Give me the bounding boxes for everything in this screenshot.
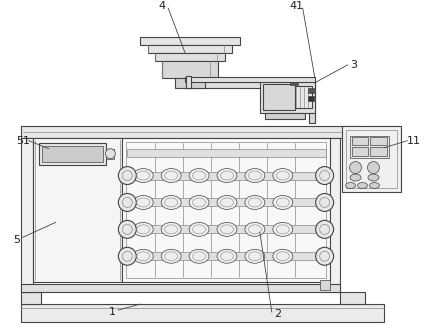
- Bar: [21, 292, 41, 304]
- Text: 3: 3: [350, 60, 357, 70]
- Bar: [185, 82, 315, 88]
- Bar: [140, 37, 240, 45]
- Text: 5: 5: [13, 235, 20, 245]
- Bar: [342, 126, 401, 193]
- Bar: [308, 88, 314, 93]
- Bar: [320, 280, 330, 290]
- Ellipse shape: [133, 249, 153, 263]
- Ellipse shape: [133, 196, 153, 209]
- Ellipse shape: [217, 222, 237, 236]
- Circle shape: [118, 220, 136, 238]
- Circle shape: [316, 220, 334, 238]
- Bar: [328, 138, 340, 292]
- Ellipse shape: [273, 249, 293, 263]
- Ellipse shape: [161, 222, 181, 236]
- Ellipse shape: [368, 174, 379, 181]
- Bar: [162, 61, 218, 78]
- Ellipse shape: [217, 196, 237, 209]
- Circle shape: [316, 247, 334, 265]
- Ellipse shape: [245, 196, 265, 209]
- Circle shape: [350, 162, 361, 174]
- Ellipse shape: [189, 196, 209, 209]
- Bar: [42, 146, 103, 162]
- Ellipse shape: [133, 169, 153, 183]
- Bar: [309, 113, 315, 123]
- Ellipse shape: [369, 183, 380, 189]
- Ellipse shape: [245, 222, 265, 236]
- Bar: [21, 126, 360, 138]
- Circle shape: [316, 194, 334, 211]
- Bar: [175, 78, 205, 88]
- Bar: [21, 138, 33, 292]
- Circle shape: [118, 167, 136, 185]
- Bar: [370, 147, 388, 156]
- Bar: [106, 149, 114, 159]
- Bar: [352, 147, 369, 156]
- Bar: [122, 138, 330, 282]
- Bar: [127, 172, 326, 180]
- Bar: [295, 86, 312, 108]
- Text: 2: 2: [274, 309, 281, 319]
- Ellipse shape: [273, 169, 293, 183]
- Ellipse shape: [245, 249, 265, 263]
- Ellipse shape: [161, 249, 181, 263]
- Bar: [265, 113, 305, 119]
- Bar: [127, 199, 326, 207]
- Bar: [352, 137, 369, 145]
- Bar: [185, 77, 315, 82]
- Bar: [155, 53, 225, 61]
- Bar: [126, 142, 326, 278]
- Bar: [21, 304, 385, 322]
- Bar: [350, 136, 389, 158]
- Ellipse shape: [350, 174, 361, 181]
- Bar: [185, 53, 191, 88]
- Bar: [127, 252, 326, 260]
- Text: 11: 11: [406, 136, 420, 146]
- Bar: [290, 79, 298, 85]
- Bar: [127, 225, 326, 233]
- Ellipse shape: [161, 169, 181, 183]
- Text: 51: 51: [16, 136, 30, 146]
- Bar: [309, 82, 315, 123]
- Text: 4: 4: [159, 1, 166, 11]
- Ellipse shape: [245, 169, 265, 183]
- Bar: [186, 76, 191, 88]
- Circle shape: [118, 247, 136, 265]
- Ellipse shape: [346, 183, 356, 189]
- Ellipse shape: [273, 222, 293, 236]
- Bar: [148, 45, 232, 53]
- Bar: [260, 81, 315, 113]
- Ellipse shape: [217, 249, 237, 263]
- Bar: [340, 292, 365, 304]
- Ellipse shape: [189, 222, 209, 236]
- Ellipse shape: [133, 222, 153, 236]
- Ellipse shape: [358, 183, 368, 189]
- Bar: [263, 84, 295, 110]
- Text: 41: 41: [290, 1, 304, 11]
- Bar: [308, 96, 314, 101]
- Bar: [127, 149, 326, 157]
- Circle shape: [368, 162, 380, 174]
- Ellipse shape: [189, 249, 209, 263]
- Text: 1: 1: [109, 307, 116, 317]
- Circle shape: [105, 149, 115, 159]
- Bar: [346, 130, 397, 189]
- Ellipse shape: [217, 169, 237, 183]
- Bar: [33, 138, 122, 282]
- Ellipse shape: [273, 196, 293, 209]
- Ellipse shape: [189, 169, 209, 183]
- Circle shape: [316, 167, 334, 185]
- Ellipse shape: [161, 196, 181, 209]
- Bar: [370, 137, 388, 145]
- Bar: [39, 143, 106, 165]
- Bar: [21, 284, 340, 292]
- Circle shape: [118, 194, 136, 211]
